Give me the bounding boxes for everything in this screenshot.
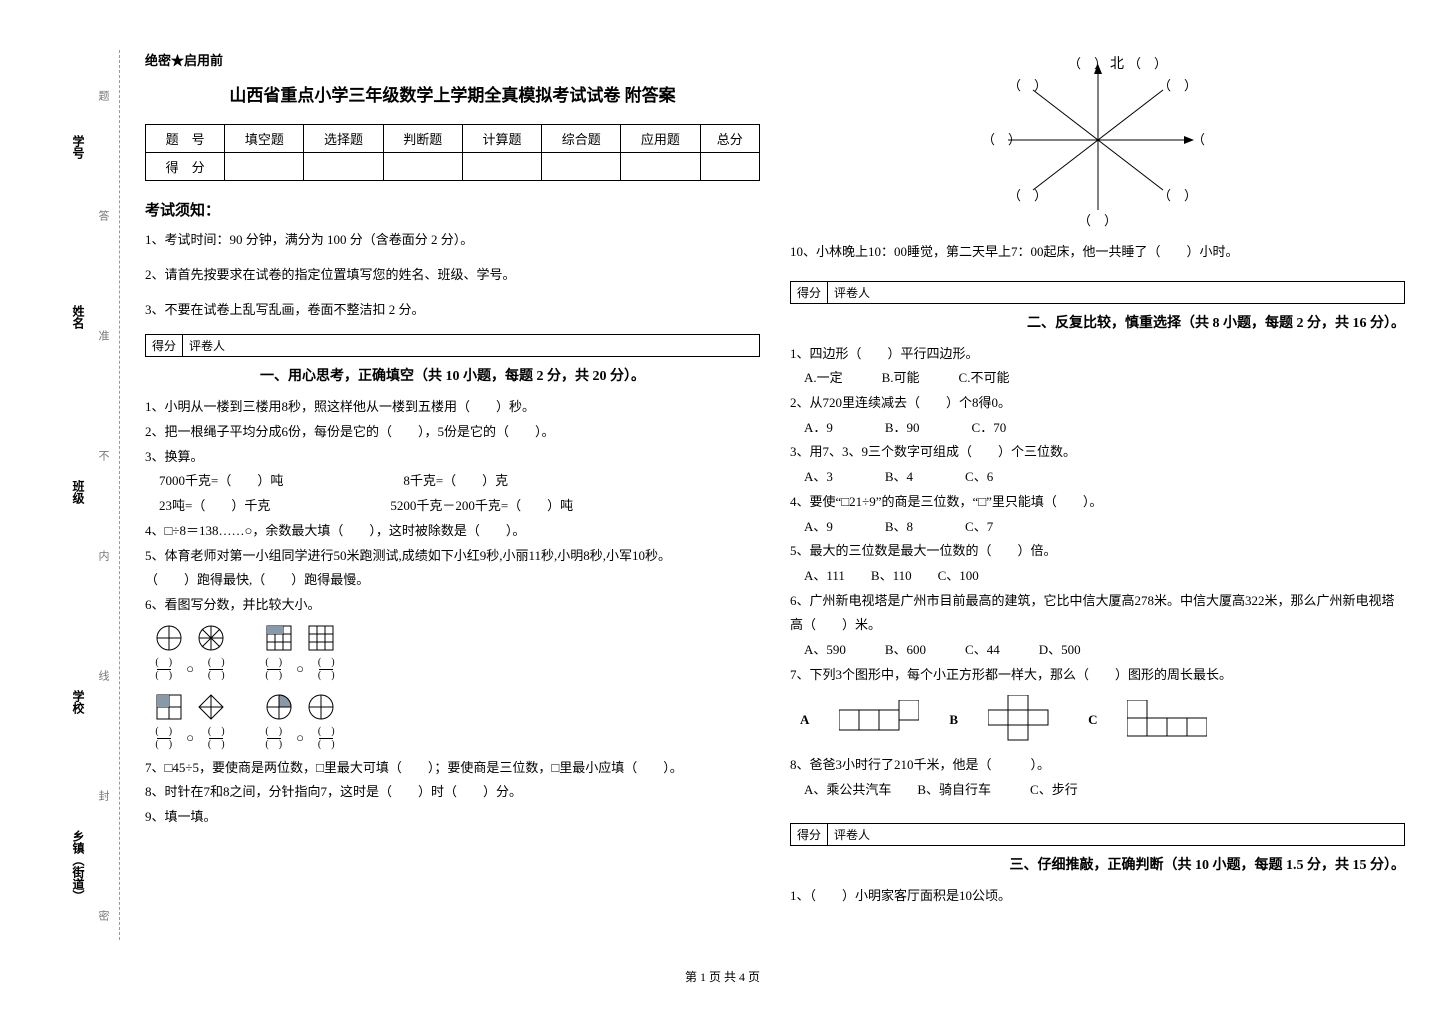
q1-6: 6、看图写分数，并比较大小。 bbox=[145, 593, 760, 618]
q2-6: 6、广州新电视塔是广州市目前最高的建筑，它比中信大厦高278米。中信大厦高322… bbox=[790, 589, 1405, 638]
table-row: 题 号 填空题 选择题 判断题 计算题 综合题 应用题 总分 bbox=[146, 125, 760, 153]
svg-text:（ ）: （ ） bbox=[1192, 132, 1218, 147]
notice-item: 2、请首先按要求在试卷的指定位置填写您的姓名、班级、学号。 bbox=[145, 265, 760, 286]
gutter-hint: 准 bbox=[95, 330, 111, 341]
fraction-figures: ( )( ) ○ ( )( ) ( )( ) ○ ( )( ) bbox=[155, 624, 760, 681]
circle-eighths-icon bbox=[197, 624, 225, 652]
q2-2: 2、从720里连续减去（ ）个8得0。 bbox=[790, 391, 1405, 416]
gutter-label: 乡镇（街道） bbox=[70, 830, 87, 902]
q1-2: 2、把一根绳子平均分成6份，每份是它的（ ），5份是它的（ ）。 bbox=[145, 420, 760, 445]
svg-text:（ ）: （ ） bbox=[1158, 78, 1197, 93]
q1-5b: （ ）跑得最快,（ ）跑得最慢。 bbox=[145, 568, 760, 593]
score-table: 题 号 填空题 选择题 判断题 计算题 综合题 应用题 总分 得 分 bbox=[145, 124, 760, 181]
polyomino-a-icon bbox=[839, 700, 919, 740]
svg-text:北: 北 bbox=[1110, 56, 1124, 72]
gutter-label: 学校 bbox=[70, 690, 87, 714]
q3-1: 1、（ ）小明家客厅面积是10公顷。 bbox=[790, 884, 1405, 909]
page-footer: 第 1 页 共 4 页 bbox=[0, 968, 1445, 985]
perimeter-figures: A B C bbox=[800, 695, 1405, 745]
table-row: 得 分 bbox=[146, 153, 760, 181]
fraction-figures-2: ( )( ) ○ ( )( ) ( )( ) ○ ( )( ) bbox=[155, 693, 760, 750]
gutter-label: 姓名 bbox=[70, 305, 87, 329]
exam-title: 山西省重点小学三年级数学上学期全真模拟考试试卷 附答案 bbox=[145, 81, 760, 106]
section3-title: 三、仔细推敲，正确判断（共 10 小题，每题 1.5 分，共 15 分）。 bbox=[790, 854, 1405, 874]
section-score-box: 得分 评卷人 bbox=[145, 334, 760, 357]
polyomino-c-icon bbox=[1127, 700, 1207, 740]
svg-text:（ ）: （ ） bbox=[1128, 56, 1167, 71]
q1-5: 5、体育老师对第一小组同学进行50米跑测试,成绩如下小红9秒,小丽11秒,小明8… bbox=[145, 544, 760, 569]
gutter-label: 学号 bbox=[70, 135, 87, 159]
circle-half-icon bbox=[155, 624, 183, 652]
section-score-box: 得分 评卷人 bbox=[790, 823, 1405, 846]
q2-5: 5、最大的三位数是最大一位数的（ ）倍。 bbox=[790, 539, 1405, 564]
gutter-hint: 不 bbox=[95, 450, 111, 461]
q1-1: 1、小明从一楼到三楼用8秒，照这样他从一楼到五楼用（ ）秒。 bbox=[145, 395, 760, 420]
column-right: （ ）北（ ） （ ）（ ） （ ）（ ） （ ）（ ） （ ） 10、小林晚上… bbox=[790, 50, 1405, 940]
svg-text:（ ）: （ ） bbox=[982, 132, 1021, 147]
notice-title: 考试须知： bbox=[145, 199, 760, 220]
secret-label: 绝密★启用前 bbox=[145, 50, 760, 69]
gutter-hint: 线 bbox=[95, 670, 111, 681]
notice-item: 1、考试时间：90 分钟，满分为 100 分（含卷面分 2 分）。 bbox=[145, 230, 760, 251]
q2-1: 1、四边形（ ）平行四边形。 bbox=[790, 342, 1405, 367]
gutter-hint: 封 bbox=[95, 790, 111, 801]
circle-quarters-icon bbox=[307, 693, 335, 721]
svg-text:（ ）: （ ） bbox=[1068, 56, 1107, 71]
grid-3x3-icon bbox=[307, 624, 335, 652]
q1-9: 9、填一填。 bbox=[145, 805, 760, 830]
compass-figure: （ ）北（ ） （ ）（ ） （ ）（ ） （ ）（ ） （ ） bbox=[978, 50, 1218, 230]
q1-7: 7、□45÷5，要使商是两位数，□里最大可填（ ）；要使商是三位数，□里最小应填… bbox=[145, 756, 760, 781]
gutter-hint: 内 bbox=[95, 550, 111, 561]
gutter-label: 班级 bbox=[70, 480, 87, 504]
circle-quarter-shaded-icon bbox=[265, 693, 293, 721]
notice-item: 3、不要在试卷上乱写乱画，卷面不整洁扣 2 分。 bbox=[145, 300, 760, 321]
square-quarters-icon bbox=[155, 693, 183, 721]
binding-gutter: 乡镇（街道） 学校 班级 姓名 学号 密 封 线 内 不 准 答 题 bbox=[40, 50, 120, 940]
q1-10: 10、小林晚上10：00睡觉，第二天早上7：00起床，他一共睡了（ ）小时。 bbox=[790, 240, 1405, 265]
q2-4: 4、要使“□21÷9”的商是三位数，“□”里只能填（ ）。 bbox=[790, 490, 1405, 515]
q2-3: 3、用7、3、9三个数字可组成（ ）个三位数。 bbox=[790, 440, 1405, 465]
gutter-hint: 题 bbox=[95, 90, 111, 101]
polyomino-b-icon bbox=[988, 695, 1058, 745]
section-score-box: 得分 评卷人 bbox=[790, 281, 1405, 304]
column-left: 绝密★启用前 山西省重点小学三年级数学上学期全真模拟考试试卷 附答案 题 号 填… bbox=[145, 50, 760, 940]
svg-text:（ ）: （ ） bbox=[1158, 188, 1197, 203]
svg-text:（ ）: （ ） bbox=[1008, 188, 1047, 203]
section1-title: 一、用心思考，正确填空（共 10 小题，每题 2 分，共 20 分）。 bbox=[145, 365, 760, 385]
section2-title: 二、反复比较，慎重选择（共 8 小题，每题 2 分，共 16 分）。 bbox=[790, 312, 1405, 332]
gutter-hint: 密 bbox=[95, 910, 111, 921]
grid-3x3-icon bbox=[265, 624, 293, 652]
q1-4: 4、□÷8＝138……○，余数最大填（ ），这时被除数是（ ）。 bbox=[145, 519, 760, 544]
svg-text:（ ）: （ ） bbox=[1008, 78, 1047, 93]
q2-7: 7、下列3个图形中，每个小正方形都一样大，那么（ ）图形的周长最长。 bbox=[790, 663, 1405, 688]
q2-8: 8、爸爸3小时行了210千米，他是（ ）。 bbox=[790, 753, 1405, 778]
q1-8: 8、时针在7和8之间，分针指向7，这时是（ ）时（ ）分。 bbox=[145, 780, 760, 805]
diamond-quarters-icon bbox=[197, 693, 225, 721]
q1-3: 3、换算。 bbox=[145, 445, 760, 470]
gutter-hint: 答 bbox=[95, 210, 111, 221]
svg-text:（ ）: （ ） bbox=[1078, 213, 1117, 228]
